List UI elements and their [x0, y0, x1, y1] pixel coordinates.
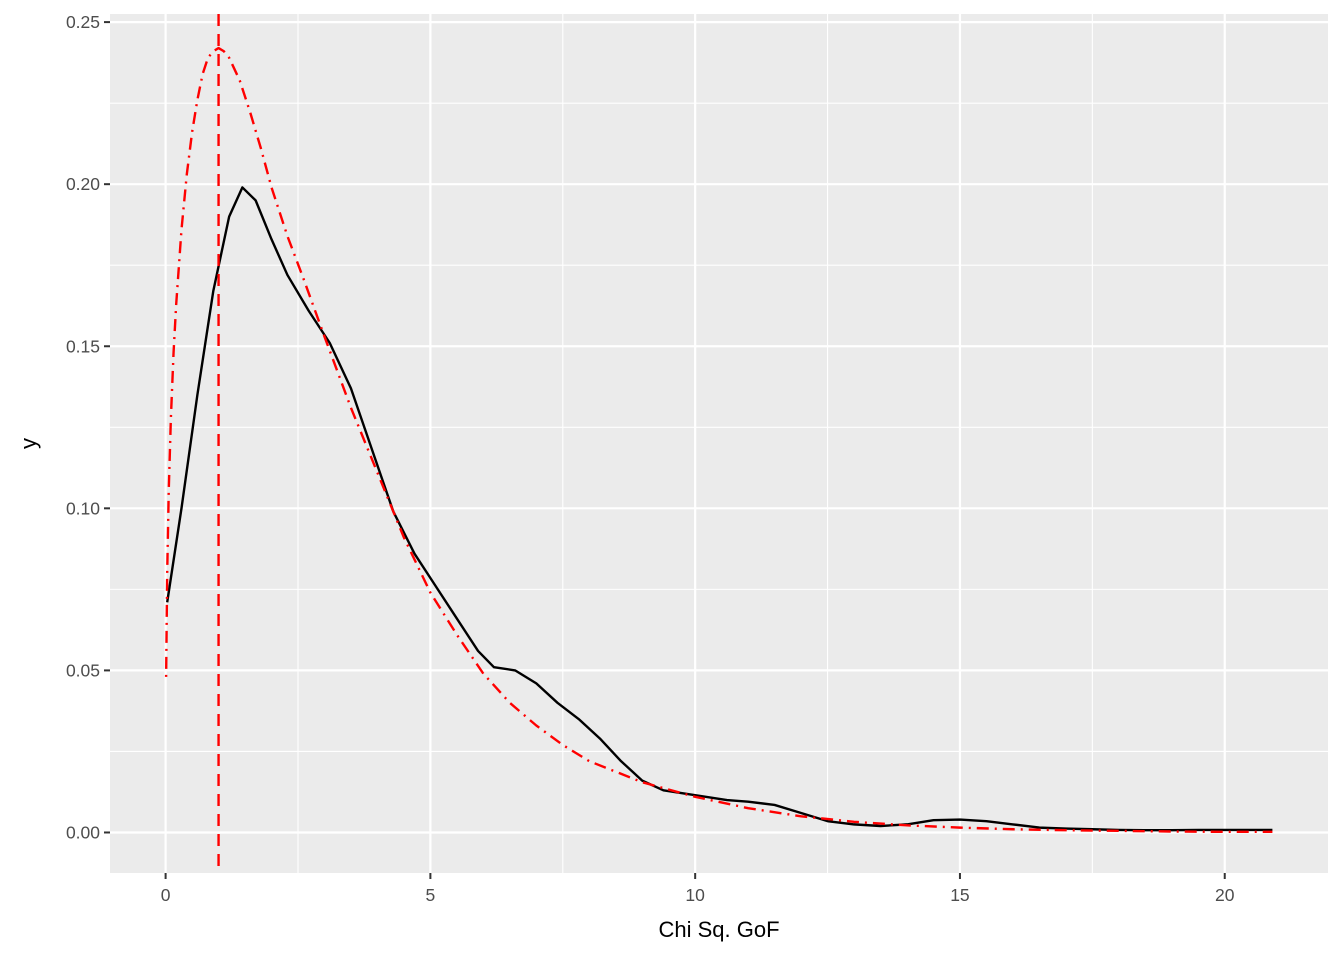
reference-density-line: [164, 46, 1273, 834]
x-tick-label: 10: [685, 885, 705, 905]
minor-gridlines: [110, 14, 1328, 873]
y-tick-label: 0.10: [66, 498, 100, 518]
density-line: [166, 186, 1273, 832]
y-axis-title: y: [16, 438, 41, 449]
x-tick-label: 20: [1215, 885, 1235, 905]
x-tick-label: 15: [950, 885, 969, 905]
y-tick-label: 0.20: [66, 174, 100, 194]
major-gridlines: [110, 14, 1328, 873]
series-layer: [164, 46, 1273, 834]
y-tick-label: 0.00: [66, 822, 100, 842]
y-tick-label: 0.15: [66, 336, 100, 356]
y-tick-label: 0.05: [66, 660, 100, 680]
y-axis: 0.00 0.05 0.10 0.15 0.20 0.25: [66, 12, 110, 842]
x-axis-title: Chi Sq. GoF: [658, 917, 779, 942]
x-axis: 0 5 10 15 20: [161, 873, 1235, 905]
y-tick-label: 0.25: [66, 12, 100, 32]
x-tick-label: 0: [161, 885, 171, 905]
x-tick-label: 5: [426, 885, 436, 905]
plot-panel: [110, 14, 1328, 873]
